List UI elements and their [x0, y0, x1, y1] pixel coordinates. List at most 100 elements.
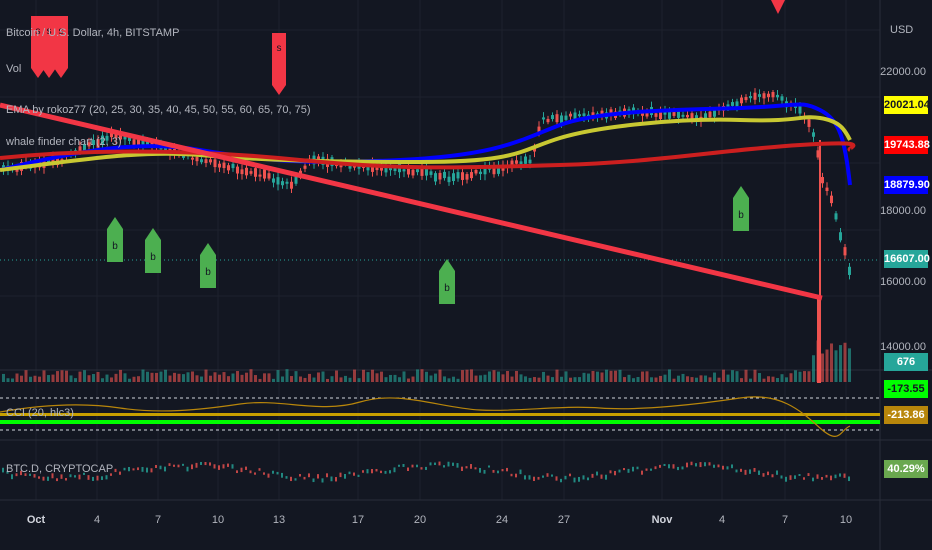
candle-body: [776, 94, 779, 98]
btcd-candle: [164, 466, 166, 472]
btcd-candle: [677, 466, 679, 471]
sell-marker-icon: [42, 16, 56, 78]
candle-body: [132, 139, 136, 146]
candle-body: [222, 162, 226, 169]
btcd-candle: [191, 464, 193, 470]
cci-signal-band: [0, 420, 880, 424]
candle-body: [380, 166, 383, 171]
candle-body: [456, 172, 460, 179]
volume-bar: [821, 353, 824, 382]
candle-body: [479, 171, 482, 175]
candle-body: [114, 132, 118, 139]
btcd-candle: [317, 474, 319, 479]
price-label-volume: 676: [884, 353, 928, 371]
volume-bar: [546, 375, 550, 382]
price-label-btcd: 40.29%: [884, 460, 928, 478]
btcd-candle: [416, 464, 418, 468]
volume-bar: [96, 371, 100, 382]
btcd-candle: [263, 472, 265, 475]
candle-body: [677, 110, 680, 118]
buy-marker-letter: b: [150, 252, 156, 263]
btcd-candle: [29, 473, 31, 476]
volume-bar: [87, 375, 91, 382]
volume-bar: [600, 372, 604, 382]
candle-body: [551, 115, 554, 120]
volume-bar: [182, 374, 185, 382]
candle-body: [695, 115, 698, 121]
volume-bar: [726, 374, 730, 382]
buy-marker-icon: [107, 217, 123, 262]
btcd-candle: [101, 476, 103, 480]
btcd-legend[interactable]: BTC.D, CRYPTOCAP: [6, 463, 114, 475]
volume-bar: [663, 374, 667, 382]
volume-bar: [506, 370, 509, 382]
volume-bar: [744, 369, 748, 382]
btcd-candle: [182, 463, 184, 466]
candle-body: [429, 171, 433, 175]
volume-bar: [159, 371, 163, 382]
volume-bar: [380, 371, 383, 382]
volume-bar: [132, 376, 136, 382]
btcd-candle: [69, 474, 72, 478]
volume-bar: [335, 370, 338, 382]
btcd-candle: [2, 467, 4, 473]
btcd-candle: [587, 477, 589, 481]
candle-body: [492, 166, 496, 175]
volume-bar: [456, 378, 460, 382]
price-label-ema-red: 19743.88: [884, 136, 930, 154]
btcd-candle: [794, 475, 796, 479]
candle-body: [519, 161, 523, 165]
candle-body: [78, 146, 82, 152]
btcd-candle: [128, 467, 130, 472]
candle-body: [438, 172, 442, 180]
volume-bar: [173, 372, 176, 382]
candle-body: [245, 167, 248, 176]
candle-body: [290, 181, 293, 189]
sell-marker-icon: [771, 0, 785, 14]
sell-marker-icon: [272, 33, 286, 95]
btcd-candle: [303, 476, 306, 480]
candle-body: [263, 169, 266, 179]
cci-legend[interactable]: CCI (20, hlc3): [6, 407, 74, 419]
candle-body: [771, 92, 775, 98]
volume-bar: [204, 369, 208, 382]
btcd-candle: [155, 464, 157, 468]
time-tick: 10: [211, 514, 225, 526]
volume-bar: [542, 371, 545, 382]
volume-bar: [551, 377, 554, 382]
candle-body: [843, 247, 847, 256]
volume-legend[interactable]: Vol: [6, 63, 22, 75]
buy-marker-icon: [200, 243, 216, 288]
btcd-candle: [141, 466, 144, 472]
btcd-candle: [38, 476, 40, 479]
volume-bar: [699, 375, 703, 382]
whale-finder-legend[interactable]: whale finder chart (2, 3): [6, 136, 122, 148]
sell-marker-icon: [54, 16, 68, 78]
btcd-candle: [560, 478, 562, 483]
candle-body: [483, 166, 487, 175]
btcd-candle: [569, 473, 571, 477]
volume-bar: [110, 377, 113, 382]
candle-body: [254, 168, 257, 177]
ema-legend[interactable]: EMA by rokoz77 (20, 25, 30, 35, 40, 45, …: [6, 104, 311, 116]
volume-bar: [83, 370, 86, 382]
btcd-candle: [110, 473, 112, 476]
candle-body: [560, 115, 563, 124]
volume-bar: [218, 374, 221, 382]
candle-body: [209, 159, 212, 163]
volume-bar: [515, 370, 518, 382]
btcd-candle: [209, 462, 211, 466]
btcd-candle: [627, 468, 630, 473]
btcd-candle: [407, 467, 409, 471]
candle-body: [474, 169, 478, 174]
btcd-candle: [753, 467, 756, 472]
volume-bar: [713, 372, 716, 382]
volume-bar: [659, 375, 662, 382]
price-label-cci-1: -173.55: [884, 380, 928, 398]
candle-body: [582, 113, 586, 117]
price-label-last: 16607.00: [884, 250, 930, 268]
candle-body: [303, 165, 307, 169]
volume-bar: [695, 377, 698, 382]
btcd-candle: [258, 468, 261, 471]
